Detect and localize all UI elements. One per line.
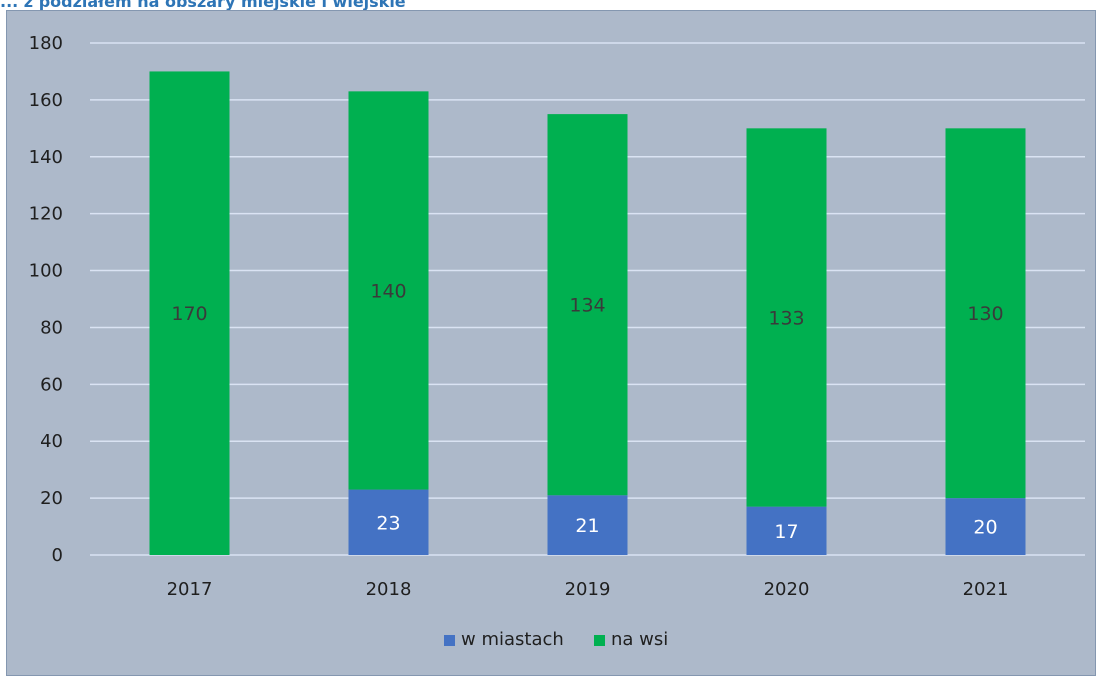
data-label: 134 (569, 295, 605, 317)
legend-swatch-w-miastach (444, 635, 455, 646)
y-tick-label: 0 (52, 545, 63, 566)
y-tick-label: 80 (40, 317, 63, 338)
y-tick-label: 180 (29, 33, 63, 54)
y-tick-label: 160 (29, 90, 63, 111)
bar-w-miastach-2020 (746, 506, 827, 555)
y-tick-label: 120 (29, 204, 63, 225)
bar-na-wsi-2018 (348, 91, 429, 490)
data-label: 20 (973, 517, 997, 539)
y-tick-label: 20 (40, 488, 63, 509)
legend: w miastach na wsi (444, 629, 668, 650)
y-tick-label: 140 (29, 147, 63, 168)
data-label: 170 (171, 303, 207, 325)
y-tick-label: 100 (29, 261, 63, 282)
data-label: 140 (370, 280, 406, 302)
legend-swatch-na-wsi (594, 635, 605, 646)
x-tick-label: 2020 (764, 579, 810, 600)
data-label: 21 (575, 515, 599, 537)
x-tick-label: 2021 (963, 579, 1009, 600)
x-tick-label: 2018 (366, 579, 412, 600)
bar-na-wsi-2020 (746, 128, 827, 507)
bars: 170 23 140 21 134 17 133 20 130 (149, 71, 1026, 555)
data-label: 130 (967, 303, 1003, 325)
chart-caption: ... z podziałem na obszary miejskie i wi… (0, 0, 406, 11)
y-tick-label: 60 (40, 374, 63, 395)
x-tick-label: 2019 (565, 579, 611, 600)
data-label: 17 (774, 521, 798, 543)
x-tick-label: 2017 (167, 579, 213, 600)
bar-na-wsi-2017 (149, 71, 230, 555)
y-axis-ticks: 0 20 40 60 80 100 120 140 160 180 (29, 33, 63, 566)
y-tick-label: 40 (40, 431, 63, 452)
bar-w-miastach-2021 (945, 498, 1026, 555)
x-axis-ticks: 2017 2018 2019 2020 2021 (167, 579, 1009, 600)
bar-w-miastach-2018 (348, 489, 429, 555)
legend-label: na wsi (611, 629, 668, 650)
bar-w-miastach-2019 (547, 495, 628, 555)
bar-na-wsi-2021 (945, 128, 1026, 499)
bar-na-wsi-2019 (547, 114, 628, 496)
legend-label: w miastach (461, 629, 564, 650)
data-label: 133 (768, 307, 804, 329)
data-label: 23 (376, 512, 400, 534)
